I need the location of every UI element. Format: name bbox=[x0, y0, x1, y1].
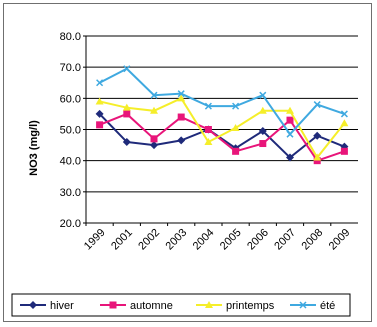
data-point bbox=[204, 126, 212, 133]
legend-item: automne bbox=[100, 300, 173, 312]
y-axis-label: NO3 (mg/l) bbox=[28, 120, 40, 176]
y-tick-label: 40.0 bbox=[60, 156, 81, 168]
data-point bbox=[313, 153, 322, 161]
legend-swatch-marker bbox=[205, 301, 213, 308]
y-tick-label: 30.0 bbox=[60, 187, 81, 199]
data-point bbox=[232, 147, 240, 155]
data-point bbox=[177, 94, 186, 102]
y-tick-label: 20.0 bbox=[60, 218, 81, 230]
data-point bbox=[313, 131, 322, 140]
x-tick-label: 2006 bbox=[245, 227, 271, 253]
series-3 bbox=[96, 65, 348, 138]
legend-label: automne bbox=[130, 300, 173, 312]
chart-frame bbox=[3, 3, 372, 322]
x-tick-label: 2003 bbox=[164, 227, 190, 253]
data-point bbox=[259, 140, 267, 148]
data-point bbox=[95, 97, 104, 105]
x-tick-label: 1999 bbox=[82, 227, 108, 253]
legend-label: été bbox=[320, 300, 335, 312]
series-2 bbox=[95, 94, 349, 161]
data-point bbox=[177, 136, 186, 145]
data-point bbox=[258, 106, 267, 114]
data-point bbox=[150, 135, 158, 143]
legend-item: été bbox=[290, 300, 335, 312]
x-tick-label: 2002 bbox=[136, 227, 162, 253]
data-point bbox=[177, 113, 185, 121]
legend-label: printemps bbox=[226, 300, 275, 312]
data-point bbox=[96, 121, 104, 129]
data-point bbox=[231, 123, 240, 131]
data-point bbox=[123, 65, 131, 73]
x-tick-label: 2004 bbox=[191, 227, 217, 253]
x-tick-label: 2008 bbox=[300, 227, 326, 253]
legend-box bbox=[11, 293, 351, 317]
data-point bbox=[340, 147, 348, 155]
legend: hiver automne printemps été bbox=[11, 293, 351, 317]
y-tick-label: 60.0 bbox=[60, 93, 81, 105]
series-line bbox=[99, 97, 346, 160]
series-line bbox=[99, 112, 345, 162]
data-point bbox=[150, 106, 158, 114]
x-tick-label: 2005 bbox=[218, 227, 244, 253]
legend-swatch-marker bbox=[109, 301, 117, 309]
data-point bbox=[313, 157, 321, 165]
data-point bbox=[123, 110, 131, 118]
legend-swatch-marker bbox=[29, 301, 37, 309]
data-point bbox=[122, 137, 131, 146]
data-point bbox=[259, 91, 267, 99]
data-point bbox=[96, 79, 104, 87]
series-group bbox=[95, 65, 349, 165]
series-1 bbox=[96, 110, 348, 165]
data-point bbox=[286, 153, 294, 162]
data-point bbox=[177, 90, 185, 98]
y-tick-label: 70.0 bbox=[60, 62, 81, 74]
data-point bbox=[150, 141, 158, 150]
y-tick-label: 80.0 bbox=[60, 31, 81, 43]
data-point bbox=[313, 101, 321, 109]
x-tick-label: 2009 bbox=[327, 227, 353, 253]
y-tick-labels: 20.0 30.0 40.0 50.0 60.0 70.0 80.0 bbox=[60, 31, 81, 230]
data-point bbox=[258, 127, 267, 136]
data-point bbox=[286, 116, 294, 124]
legend-label: hiver bbox=[50, 300, 74, 312]
data-point bbox=[286, 106, 294, 114]
data-point bbox=[286, 130, 294, 138]
data-point bbox=[95, 109, 104, 118]
series-line bbox=[98, 113, 345, 159]
data-point bbox=[340, 119, 349, 127]
legend-item: hiver bbox=[20, 300, 74, 312]
legend-swatch-marker bbox=[299, 301, 307, 309]
data-point bbox=[232, 102, 240, 110]
data-point bbox=[150, 91, 158, 99]
series-line bbox=[99, 67, 345, 136]
data-point bbox=[204, 137, 213, 145]
data-point bbox=[204, 102, 212, 110]
data-point bbox=[122, 103, 131, 111]
data-point bbox=[340, 110, 348, 118]
y-tick-label: 50.0 bbox=[60, 125, 81, 137]
x-tick-label: 2007 bbox=[272, 227, 298, 253]
grid-lines bbox=[83, 35, 358, 224]
x-tick-labels: 1999 2001 2002 2003 2004 2005 2006 2007 2008 2009 bbox=[82, 223, 353, 252]
x-tick-label: 2001 bbox=[109, 227, 135, 253]
legend-item: printemps bbox=[196, 300, 275, 312]
